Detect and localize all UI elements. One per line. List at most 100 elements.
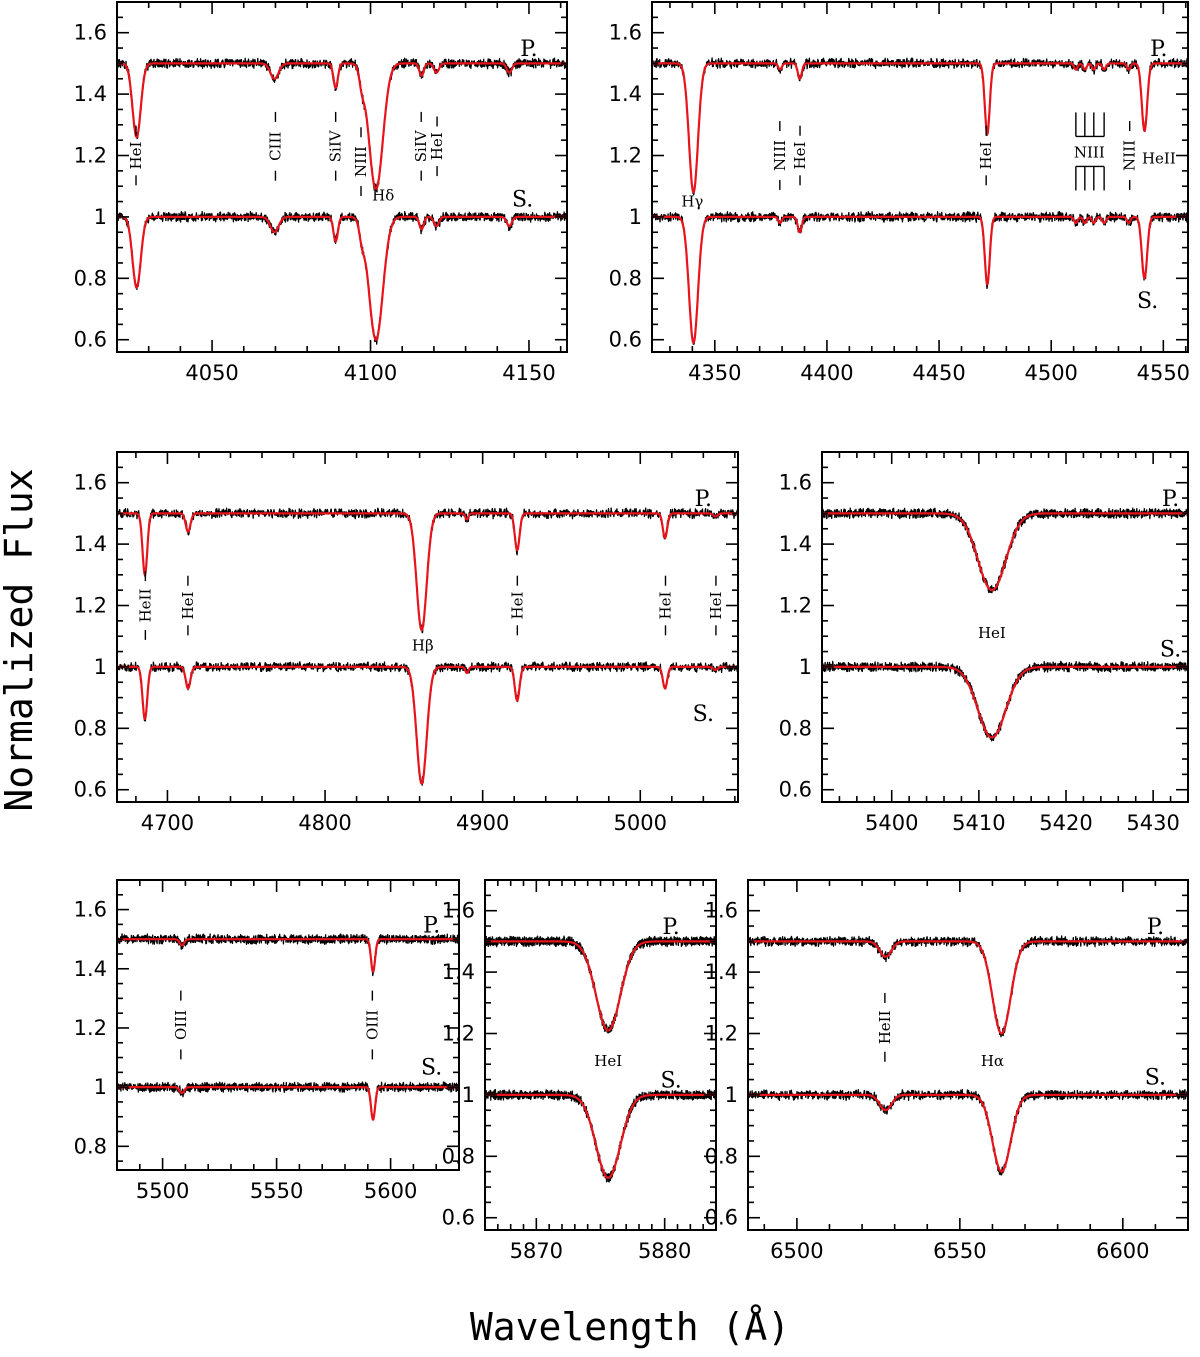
y-tick-label: 0.6 <box>74 778 107 802</box>
y-tick-label: 1.6 <box>74 471 107 495</box>
x-tick-label: 6600 <box>1096 1239 1149 1263</box>
model-spectrum-primary <box>117 938 459 973</box>
observed-spectrum-primary <box>485 935 716 1034</box>
y-tick-label: 0.8 <box>442 1144 475 1168</box>
y-tick-label: 0.8 <box>705 1144 738 1168</box>
y-tick-label: 1.4 <box>74 82 107 106</box>
plot-area <box>485 935 716 1183</box>
y-tick-label: 1.6 <box>779 471 812 495</box>
spectrum-panel-3: 4700 4800 4900 5000 0.6 0.8 1 1.2 1.4 1.6 P. S. HeII… <box>74 451 739 835</box>
model-spectrum-secondary <box>652 215 1188 344</box>
line-id-label: Hγ <box>681 193 703 211</box>
line-id-label: HeI <box>707 591 725 619</box>
y-tick-label: 1 <box>94 1075 107 1099</box>
y-tick-label: 1.2 <box>74 144 107 168</box>
plot-area <box>748 935 1188 1176</box>
x-tick-label: 5600 <box>364 1179 417 1203</box>
y-tick-label: 1.6 <box>609 21 642 45</box>
star-label: S. <box>512 187 533 212</box>
x-tick-label: 5410 <box>952 811 1005 835</box>
plot-frame <box>116 879 460 1171</box>
model-spectrum-secondary <box>117 665 738 785</box>
observed-spectrum-primary <box>117 57 567 193</box>
spectrum-panel-2: 4350 4400 4450 4500 4550 0.6 0.8 1 1.2 1.4 1.6 P. S.… <box>609 1 1190 385</box>
line-id-label: Hβ <box>412 636 434 654</box>
observed-spectrum-secondary <box>652 211 1188 345</box>
line-id-label: HeI <box>978 624 1006 642</box>
x-tick-label: 4050 <box>185 361 238 385</box>
x-tick-label: 4450 <box>912 361 965 385</box>
plot-frame <box>821 451 1189 803</box>
y-tick-label: 1.6 <box>74 21 107 45</box>
spectrum-panel-6: 5870 5880 0.6 0.8 1 1.2 1.4 1.6 P. S. HeI <box>442 879 717 1263</box>
x-tick-label: 6550 <box>933 1239 986 1263</box>
line-id-label: NIII <box>1121 140 1139 171</box>
spectrum-panel-7: 6500 6550 6600 0.6 0.8 1 1.2 1.4 1.6 P. S. HeII Hα <box>705 879 1189 1263</box>
line-id-label: SiIV <box>412 129 430 162</box>
y-tick-label: 0.8 <box>74 1134 107 1158</box>
line-id-label: CIII <box>266 132 284 161</box>
y-tick-label: 0.6 <box>705 1206 738 1230</box>
plot-frame <box>116 1 568 353</box>
x-tick-label: 4900 <box>456 811 509 835</box>
y-tick-label: 1.2 <box>442 1022 475 1046</box>
line-id-label: HeI <box>594 1052 622 1070</box>
observed-spectrum-primary <box>652 57 1188 196</box>
plot-frame <box>116 451 739 803</box>
x-tick-label: 4150 <box>502 361 555 385</box>
line-id-label: NIII <box>1074 143 1105 161</box>
line-id-label: HeI <box>508 591 526 619</box>
star-label: S. <box>421 1055 442 1080</box>
y-tick-label: 0.8 <box>609 266 642 290</box>
star-label: S. <box>1160 637 1181 662</box>
y-tick-label: 1.2 <box>609 144 642 168</box>
model-spectrum-secondary <box>117 1086 459 1121</box>
y-axis-label: Normalized Flux <box>0 468 41 811</box>
line-id-label: OIII <box>363 1010 381 1040</box>
y-tick-label: 1.4 <box>442 960 475 984</box>
y-tick-label: 1.2 <box>74 594 107 618</box>
x-tick-label: 5430 <box>1126 811 1179 835</box>
star-label: S. <box>1137 289 1158 314</box>
line-id-label: HeI <box>428 132 446 160</box>
x-tick-label: 4100 <box>344 361 397 385</box>
x-tick-label: 6500 <box>770 1239 823 1263</box>
y-tick-label: 1 <box>629 205 642 229</box>
model-spectrum-secondary <box>822 665 1188 739</box>
model-spectrum-primary <box>117 62 567 191</box>
y-tick-label: 0.6 <box>442 1206 475 1230</box>
y-tick-label: 0.8 <box>74 716 107 740</box>
y-tick-label: 0.8 <box>779 716 812 740</box>
observed-spectrum-secondary <box>748 1088 1188 1176</box>
x-tick-label: 5550 <box>250 1179 303 1203</box>
y-tick-label: 0.6 <box>609 328 642 352</box>
y-tick-label: 1.6 <box>442 899 475 923</box>
model-spectrum-primary <box>117 512 738 632</box>
y-tick-label: 1.2 <box>705 1022 738 1046</box>
plot-area <box>117 57 567 345</box>
spectrum-panel-4: 5400 5410 5420 5430 0.6 0.8 1 1.2 1.4 1.6 P. S. HeI <box>779 451 1189 835</box>
plot-frame <box>747 879 1189 1231</box>
y-tick-label: 1 <box>725 1083 738 1107</box>
star-label: P. <box>695 487 712 512</box>
x-axis-label: Wavelength (Å) <box>470 1305 790 1349</box>
star-label: P. <box>662 915 679 940</box>
model-spectrum-primary <box>485 940 716 1032</box>
star-label: P. <box>423 913 440 938</box>
star-label: P. <box>520 37 537 62</box>
y-tick-label: 1.4 <box>74 957 107 981</box>
y-tick-label: 1.4 <box>779 532 812 556</box>
line-id-label: NIII <box>352 146 370 177</box>
y-tick-label: 1.6 <box>74 898 107 922</box>
y-tick-label: 1 <box>94 205 107 229</box>
x-tick-label: 5880 <box>638 1239 691 1263</box>
y-tick-label: 1 <box>94 655 107 679</box>
x-tick-label: 4700 <box>141 811 194 835</box>
star-label: P. <box>1147 915 1164 940</box>
y-tick-label: 0.8 <box>74 266 107 290</box>
spectrum-panel-1: 4050 4100 4150 0.6 0.8 1 1.2 1.4 1.6 P. S. HeI CIII S… <box>74 1 568 385</box>
line-id-label: HeI <box>791 141 809 169</box>
line-id-label: Hα <box>981 1052 1004 1070</box>
